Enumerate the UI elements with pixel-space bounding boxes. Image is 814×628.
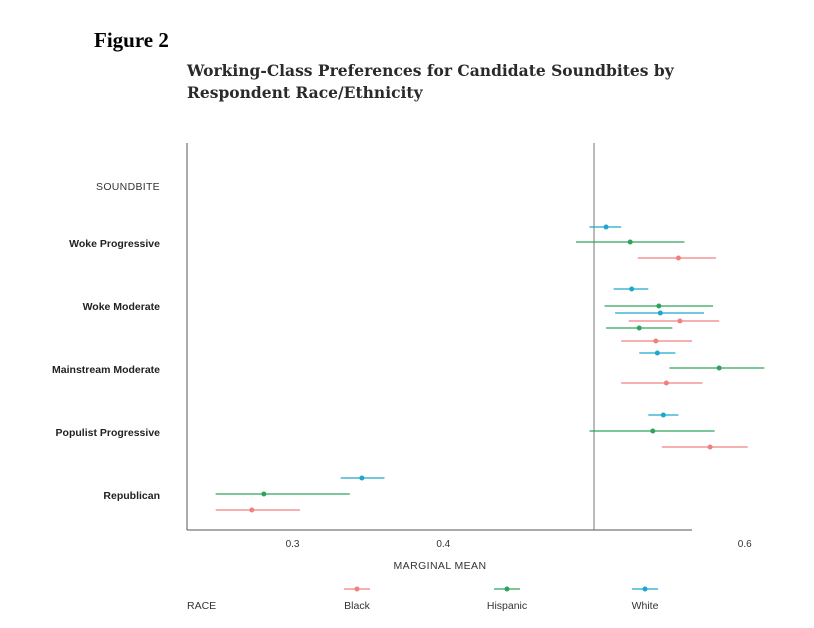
point-black	[249, 507, 255, 513]
point-hispanic	[636, 325, 642, 331]
legend-dot-black	[354, 586, 360, 592]
legend-label-black: Black	[344, 600, 370, 612]
point-black	[707, 444, 713, 450]
category-label: Woke Moderate	[83, 301, 161, 313]
chart-marks: 0.3 0.4 0.6 MARGINAL MEAN SOUNDBITE Woke Prog…	[52, 143, 765, 612]
legend-label-white: White	[632, 600, 659, 612]
category-label: Woke Progressive	[69, 238, 160, 250]
legend-dot-white	[642, 586, 648, 592]
point-hispanic	[650, 428, 656, 434]
figure-label: Figure 2	[94, 28, 169, 52]
chart-title: Working-Class Preferences for Candidate …	[187, 61, 674, 102]
category-label: Mainstream Moderate	[52, 364, 160, 376]
legend-title: RACE	[187, 600, 216, 612]
legend-dot-hispanic	[504, 586, 510, 592]
x-tick-label: 0.3	[286, 539, 300, 550]
point-hispanic	[656, 303, 662, 309]
point-white	[660, 412, 666, 418]
legend-label-hispanic: Hispanic	[487, 600, 527, 612]
point-white	[629, 286, 635, 292]
y-axis-header: SOUNDBITE	[96, 181, 160, 193]
category-label: Republican	[103, 490, 160, 502]
point-black	[653, 338, 659, 344]
point-white	[654, 350, 660, 356]
point-hispanic	[716, 365, 722, 371]
point-white	[657, 310, 663, 316]
point-white	[603, 224, 609, 230]
point-hispanic	[627, 239, 633, 245]
x-tick-label: 0.6	[738, 539, 752, 550]
category-label: Populist Progressive	[56, 427, 161, 439]
x-tick-label: 0.4	[436, 539, 450, 550]
point-black	[675, 255, 681, 261]
point-black	[677, 318, 683, 324]
point-black	[663, 380, 669, 386]
point-hispanic	[261, 491, 267, 497]
point-white	[359, 475, 365, 481]
x-axis-label: MARGINAL MEAN	[394, 560, 487, 572]
